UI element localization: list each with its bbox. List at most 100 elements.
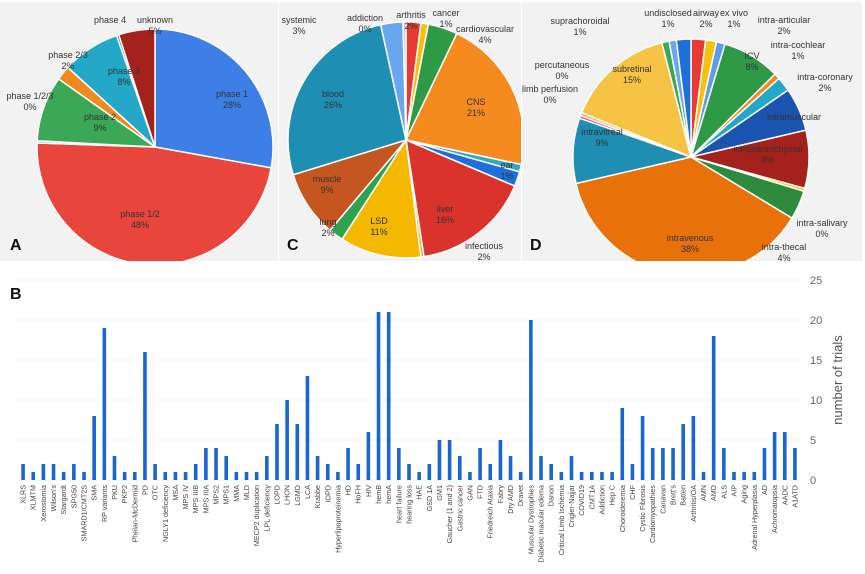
x-tick-label: OTC — [151, 485, 160, 500]
x-tick-label: CMT1A — [587, 485, 596, 510]
bar-fabry — [498, 440, 503, 480]
pie-slice-lsd — [341, 137, 422, 259]
bar-hemb — [376, 312, 381, 480]
x-tick-label: HAE — [415, 485, 424, 500]
bar-gan — [468, 472, 472, 480]
x-tick-label: PD — [140, 485, 149, 495]
x-tick-label: LPL deficiency — [262, 485, 271, 532]
bar-msa — [173, 472, 178, 480]
x-tick-label: HD — [344, 485, 353, 495]
bar-gm1 — [437, 440, 442, 480]
x-tick-label: Muscular Dystrophies — [526, 485, 535, 555]
x-tick-label: NGLY1 deficiency — [161, 485, 170, 542]
x-tick-label: PKP2 — [120, 485, 129, 503]
x-tick-label: Cystic Fibrosis — [638, 485, 647, 532]
x-tick-label: MECP2 duplication — [252, 485, 261, 546]
pie-label-unknown: unknown 5% — [137, 15, 173, 36]
bar-gaucher-1-and-2 — [447, 440, 452, 480]
x-tick-label: AADC — [780, 485, 789, 505]
x-tick-label: Danon — [547, 485, 556, 506]
bar-lgmd — [295, 424, 300, 480]
pie-label-intravitreal: intravitreal 9% — [581, 127, 623, 148]
bar-crigler-najjar — [569, 456, 574, 480]
bar-diabetic-macular-edema — [539, 456, 543, 480]
bar-pd — [143, 352, 147, 480]
bar-heart-failure — [397, 448, 401, 480]
bar-hyperlipoproteinemia — [336, 472, 340, 480]
bar-chart-b: 0 5 10 15 20 25 number of trials XLRS XLMTM Xeros… — [18, 275, 845, 563]
pie-label-infectious: infectious 2% — [465, 241, 504, 261]
x-tick-label: SMA — [90, 485, 99, 501]
pie-chart-d: airway 2%ex vivo 1% intra-articular 2% ICV 8% i… — [522, 8, 853, 276]
pie-chart-c: arthritis 2% cancer 1% cardiovascular 4% CNS 21… — [281, 8, 525, 262]
pie-label-intra-cochlear: intra-cochlear 1% — [771, 40, 826, 61]
bar-smard1-cmt2s — [82, 472, 86, 480]
x-tick-label: LHON — [283, 485, 292, 505]
pie-label-muscle: muscle 9% — [313, 174, 342, 195]
x-tick-label: MLD — [242, 485, 251, 500]
x-tick-label: FTD — [476, 485, 485, 499]
y-tick-label: 0 — [810, 475, 816, 487]
pie-label-systemic: systemic 3% — [281, 15, 317, 36]
bar-hearing-loss — [407, 464, 411, 480]
x-tick-label: Adrenal Hyperplasia — [750, 485, 759, 550]
bar-hema — [386, 312, 391, 480]
x-tick-label: MPS2 — [212, 485, 221, 505]
x-tick-label: Hep C — [608, 485, 617, 505]
pie-label-suprachoroidal: suprachoroidal 1% — [550, 16, 609, 37]
bar-amd — [711, 336, 716, 480]
pie-slice-phase-1 — [154, 28, 274, 169]
pie-label-intra-salivary: intra-salivary 0% — [796, 218, 848, 239]
panel-d: airway 2% ex vivo 1% intra-articular 2% ICV 8% i… — [522, 2, 862, 276]
pie-label-blood: blood 26% — [322, 89, 344, 110]
bar-xerostomia — [41, 464, 46, 480]
bar-mps2 — [214, 448, 218, 480]
x-tick-label: AMD — [709, 485, 718, 501]
x-tick-label: HIV — [364, 485, 373, 497]
x-tick-label: LGMD — [293, 485, 302, 506]
bar-hd — [346, 448, 350, 480]
x-tick-label: hemB — [374, 485, 383, 504]
pie-chart-a: phase 1 28% phase 1/2 48% phase 1/2/3 0% phase… — [6, 15, 274, 266]
x-tick-label: COVID19 — [577, 485, 586, 516]
bar-dravet — [518, 472, 523, 480]
bar-canavan — [661, 448, 665, 480]
x-tick-label: Brett's — [669, 485, 678, 506]
x-tick-label: RP variants — [100, 485, 109, 522]
bar-achromatopsia — [772, 432, 777, 480]
bar-wilson-s — [51, 464, 56, 480]
pie-label-phase-3: phase 3 8% — [108, 66, 140, 87]
bar-choroideremia — [620, 408, 625, 480]
pie-slice-aav — [675, 38, 692, 158]
pie-label-percutaneous: percutaneous 0% — [535, 60, 590, 81]
bar-ad — [762, 448, 767, 480]
x-tick-label: Stargardt — [59, 485, 68, 515]
x-tick-label: Choroideremia — [618, 485, 627, 532]
bar-amn — [701, 472, 706, 480]
bar-cystic-fibrosis — [640, 416, 645, 480]
panel-label-b: B — [10, 286, 22, 303]
x-tick-label: Dry AMD — [506, 485, 515, 514]
bar-ftd — [478, 448, 482, 480]
bar-hiv — [366, 432, 371, 480]
x-tick-label: GSD 1A — [425, 485, 434, 512]
bar-chf — [630, 464, 635, 480]
pie-label-undisclosed: undisclosed 1% — [644, 8, 692, 29]
bar-gsd-1a — [427, 464, 432, 480]
x-tick-label: Cardiomyopathies — [648, 485, 657, 543]
bar-lca — [305, 376, 310, 480]
x-tick-label: CHF — [628, 484, 637, 499]
pie-label-phase-1: phase 1 28% — [216, 89, 248, 110]
bar-sma — [92, 416, 96, 480]
bar-gastric-cancer — [457, 456, 462, 480]
x-tick-label: AMN — [699, 485, 708, 501]
pie-label-ear: ear 1% — [500, 160, 513, 181]
x-tick-label: Addiction — [597, 485, 606, 515]
panel-label-c: C — [287, 237, 299, 254]
y-tick-label: 20 — [810, 315, 822, 327]
bar-ngly1-deficiency — [163, 472, 168, 480]
pie-label-cardiovascular: cardiovascular 4% — [456, 24, 514, 45]
x-tick-label: A1ATD — [790, 485, 799, 508]
x-tick-label: Diabetic macular edema — [537, 485, 546, 563]
pie-label-subretinal: subretinal 15% — [612, 64, 651, 85]
